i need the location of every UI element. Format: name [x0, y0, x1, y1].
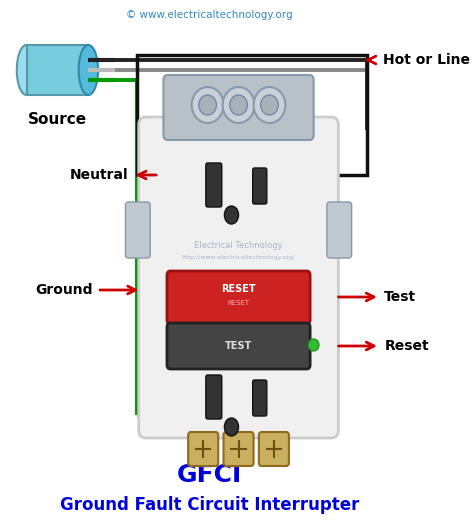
FancyBboxPatch shape [253, 380, 267, 416]
Circle shape [309, 339, 319, 351]
Text: TEST: TEST [225, 341, 252, 351]
FancyBboxPatch shape [206, 375, 222, 419]
Text: Source: Source [28, 112, 87, 127]
Circle shape [230, 95, 247, 115]
FancyBboxPatch shape [126, 202, 150, 258]
Text: RESET: RESET [221, 284, 256, 294]
FancyBboxPatch shape [327, 202, 352, 258]
Text: © www.electricaltechnology.org: © www.electricaltechnology.org [126, 10, 293, 20]
FancyBboxPatch shape [164, 75, 314, 140]
Text: Ground: Ground [35, 283, 93, 297]
FancyBboxPatch shape [259, 432, 289, 466]
Text: Test: Test [384, 290, 417, 304]
Ellipse shape [224, 206, 238, 224]
Circle shape [199, 95, 217, 115]
FancyBboxPatch shape [139, 117, 338, 438]
Polygon shape [27, 45, 88, 95]
Ellipse shape [17, 45, 36, 95]
Ellipse shape [224, 418, 238, 436]
Circle shape [191, 87, 224, 123]
Ellipse shape [79, 45, 98, 95]
Text: Neutral: Neutral [70, 168, 128, 182]
Circle shape [223, 87, 255, 123]
FancyBboxPatch shape [206, 163, 222, 207]
Text: http://www.electricaltechnology.org/: http://www.electricaltechnology.org/ [182, 256, 295, 260]
Text: Hot or Line: Hot or Line [383, 53, 470, 67]
Circle shape [261, 95, 278, 115]
FancyBboxPatch shape [167, 323, 310, 369]
FancyBboxPatch shape [253, 168, 267, 204]
Text: RESET: RESET [228, 300, 250, 306]
FancyBboxPatch shape [224, 432, 254, 466]
FancyBboxPatch shape [167, 271, 310, 324]
Text: Electrical Technology: Electrical Technology [194, 241, 283, 250]
FancyBboxPatch shape [188, 432, 218, 466]
Text: Ground Fault Circuit Interrupter: Ground Fault Circuit Interrupter [60, 496, 359, 514]
Text: Reset: Reset [384, 339, 429, 353]
Circle shape [254, 87, 285, 123]
Text: GFCI: GFCI [177, 463, 242, 487]
